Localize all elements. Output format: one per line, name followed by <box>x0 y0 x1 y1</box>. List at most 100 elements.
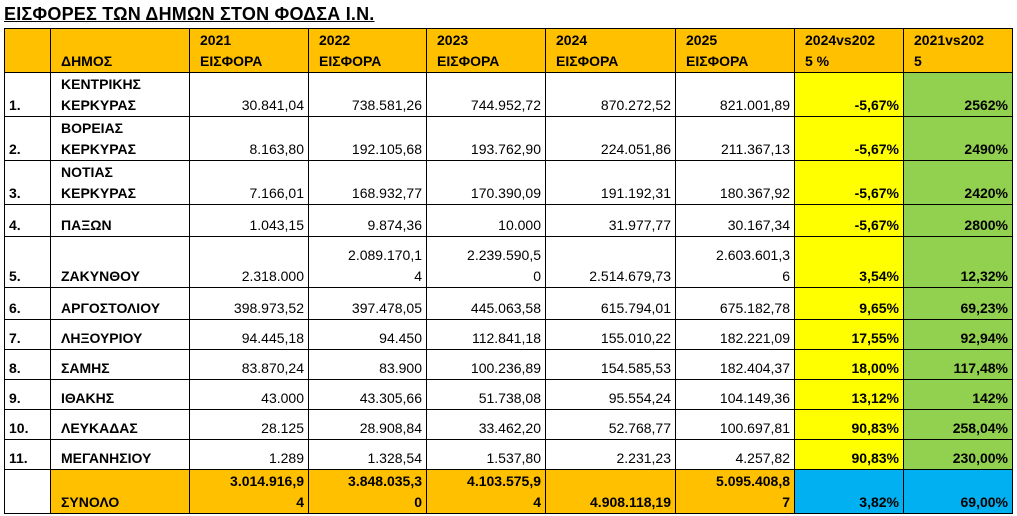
cell-p1-text: 90,83% <box>851 450 899 466</box>
table-row: 5. ΖΑΚΥΝΘΟΥ 2.318.000 2.089.170,1 4 2.239.59… <box>4 236 1013 288</box>
cell-p1-text: -5,67% <box>854 97 899 113</box>
cell-y2021: 30.841,04 <box>189 72 309 117</box>
total-p2-text: 69,00% <box>960 494 1008 510</box>
cell-y2021: 8.163,80 <box>189 116 309 161</box>
cell-y2021-text: 8.163,80 <box>249 141 305 157</box>
cell-idx-text: 11. <box>9 450 28 466</box>
cell-name-text: ΣΑΜΗΣ <box>61 360 110 376</box>
cell-p2: 2800% <box>903 204 1013 237</box>
cell-y2025: 211.367,13 <box>675 116 795 161</box>
column-header-y2022-text: 2022 ΕΙΣΦΟΡΑ <box>319 32 382 69</box>
contributions-table: ΔΗΜΟΣ 2021 ΕΙΣΦΟΡΑ 2022 ΕΙΣΦΟΡΑ 2023 ΕΙΣΦΟΡ… <box>4 28 1013 514</box>
cell-y2025-text: 104.149,36 <box>719 390 790 406</box>
cell-idx: 10. <box>4 409 51 440</box>
cell-y2022-text: 9.874,36 <box>367 217 423 233</box>
column-header-name: ΔΗΜΟΣ <box>50 28 190 73</box>
cell-y2024-text: 870.272,52 <box>600 97 671 113</box>
table-row: 3. ΝΟΤΙΑΣ ΚΕΡΚΥΡΑΣ 7.166,01 168.932,77 170.3… <box>4 160 1013 205</box>
cell-y2023: 445.063,58 <box>426 287 546 320</box>
cell-name: ΖΑΚΥΝΘΟΥ <box>50 236 190 288</box>
cell-y2024: 224.051,86 <box>545 116 676 161</box>
cell-y2025-text: 30.167,34 <box>727 217 790 233</box>
cell-idx-text: 10. <box>9 420 29 436</box>
cell-p1-text: 17,55% <box>851 330 899 346</box>
total-p1-text: 3,82% <box>859 494 899 510</box>
cell-p1-text: -5,67% <box>854 185 899 201</box>
column-header-y2023: 2023 ΕΙΣΦΟΡΑ <box>426 28 546 73</box>
cell-idx-text: 5. <box>9 268 21 284</box>
column-header-y2023-text: 2023 ΕΙΣΦΟΡΑ <box>437 32 500 69</box>
total-p2: 69,00% <box>903 469 1013 514</box>
cell-p2: 2562% <box>903 72 1013 117</box>
cell-y2023-text: 112.841,18 <box>471 330 541 346</box>
cell-y2023-text: 1.537,80 <box>486 450 542 466</box>
cell-p1: -5,67% <box>794 160 904 205</box>
cell-p1-text: 3,54% <box>859 268 899 284</box>
cell-y2025-text: 821.001,89 <box>719 97 790 113</box>
cell-y2022: 9.874,36 <box>308 204 427 237</box>
cell-y2023-text: 744.952,72 <box>470 97 541 113</box>
column-header-y2021-text: 2021 ΕΙΣΦΟΡΑ <box>200 32 263 69</box>
table-row: 9. ΙΘΑΚΗΣ 43.000 43.305,66 51.738,08 95.554,2… <box>4 379 1013 410</box>
cell-p1-text: -5,67% <box>854 141 899 157</box>
cell-p2-text: 117,48% <box>953 360 1009 376</box>
cell-y2022-text: 2.089.170,1 4 <box>348 247 422 284</box>
table-row: 6. ΑΡΓΟΣΤΟΛΙΟΥ 398.973,52 397.478,05 445.063… <box>4 287 1013 320</box>
cell-y2023-text: 33.462,20 <box>478 420 541 436</box>
cell-name: ΛΗΞΟΥΡΙΟΥ <box>50 319 190 350</box>
cell-y2025: 104.149,36 <box>675 379 795 410</box>
total-y2024: 4.908.118,19 <box>545 469 676 514</box>
cell-y2022: 397.478,05 <box>308 287 427 320</box>
cell-y2021-text: 398.973,52 <box>233 300 304 316</box>
cell-p2: 69,23% <box>903 287 1013 320</box>
cell-y2025: 182.404,37 <box>675 349 795 380</box>
cell-y2022: 83.900 <box>308 349 427 380</box>
cell-name-text: ΑΡΓΟΣΤΟΛΙΟΥ <box>61 300 161 316</box>
cell-y2023-text: 10.000 <box>498 217 541 233</box>
cell-y2023-text: 100.236,89 <box>470 360 541 376</box>
table-row: 11. ΜΕΓΑΝΗΣΙΟΥ 1.289 1.328,54 1.537,80 2.231,… <box>4 439 1013 470</box>
cell-name-text: ΜΕΓΑΝΗΣΙΟΥ <box>61 450 152 466</box>
cell-y2021: 28.125 <box>189 409 309 440</box>
cell-y2023-text: 170.390,09 <box>470 185 541 201</box>
cell-y2022: 28.908,84 <box>308 409 427 440</box>
total-name-text: ΣΥΝΟΛΟ <box>61 494 120 510</box>
cell-y2022: 43.305,66 <box>308 379 427 410</box>
cell-y2024: 154.585,53 <box>545 349 676 380</box>
cell-p1: 3,54% <box>794 236 904 288</box>
cell-y2024: 155.010,22 <box>545 319 676 350</box>
cell-y2021: 43.000 <box>189 379 309 410</box>
cell-y2024-text: 2.514.679,73 <box>589 268 671 284</box>
cell-y2024-text: 224.051,86 <box>600 141 671 157</box>
cell-y2022: 192.105,68 <box>308 116 427 161</box>
cell-y2021: 7.166,01 <box>189 160 309 205</box>
cell-y2025-text: 182.221,09 <box>719 330 790 346</box>
table-row: 8. ΣΑΜΗΣ 83.870,24 83.900 100.236,89 154.585,… <box>4 349 1013 380</box>
cell-idx: 11. <box>4 439 51 470</box>
cell-idx-text: 7. <box>9 330 21 346</box>
cell-y2024-text: 2.231,23 <box>616 450 672 466</box>
column-header-y2022: 2022 ΕΙΣΦΟΡΑ <box>308 28 427 73</box>
cell-p2: 2490% <box>903 116 1013 161</box>
total-y2022-text: 3.848.035,3 0 <box>348 473 422 510</box>
cell-y2024-text: 52.768,77 <box>608 420 671 436</box>
cell-name: ΑΡΓΟΣΤΟΛΙΟΥ <box>50 287 190 320</box>
cell-p1: 18,00% <box>794 349 904 380</box>
cell-y2025: 100.697,81 <box>675 409 795 440</box>
cell-name-text: ΙΘΑΚΗΣ <box>61 390 115 406</box>
column-header-p1-text: 2024vs202 5 % <box>805 32 876 69</box>
cell-y2021-text: 2.318.000 <box>241 268 304 284</box>
cell-y2021-text: 94.445,18 <box>241 330 304 346</box>
cell-y2023: 10.000 <box>426 204 546 237</box>
cell-y2022: 738.581,26 <box>308 72 427 117</box>
cell-p1: -5,67% <box>794 204 904 237</box>
cell-y2022-text: 28.908,84 <box>359 420 422 436</box>
cell-p1: 13,12% <box>794 379 904 410</box>
total-p1: 3,82% <box>794 469 904 514</box>
cell-y2021: 94.445,18 <box>189 319 309 350</box>
cell-idx: 3. <box>4 160 51 205</box>
cell-y2023: 2.239.590,5 0 <box>426 236 546 288</box>
cell-y2023-text: 51.738,08 <box>478 390 541 406</box>
cell-y2024: 95.554,24 <box>545 379 676 410</box>
cell-idx: 2. <box>4 116 51 161</box>
